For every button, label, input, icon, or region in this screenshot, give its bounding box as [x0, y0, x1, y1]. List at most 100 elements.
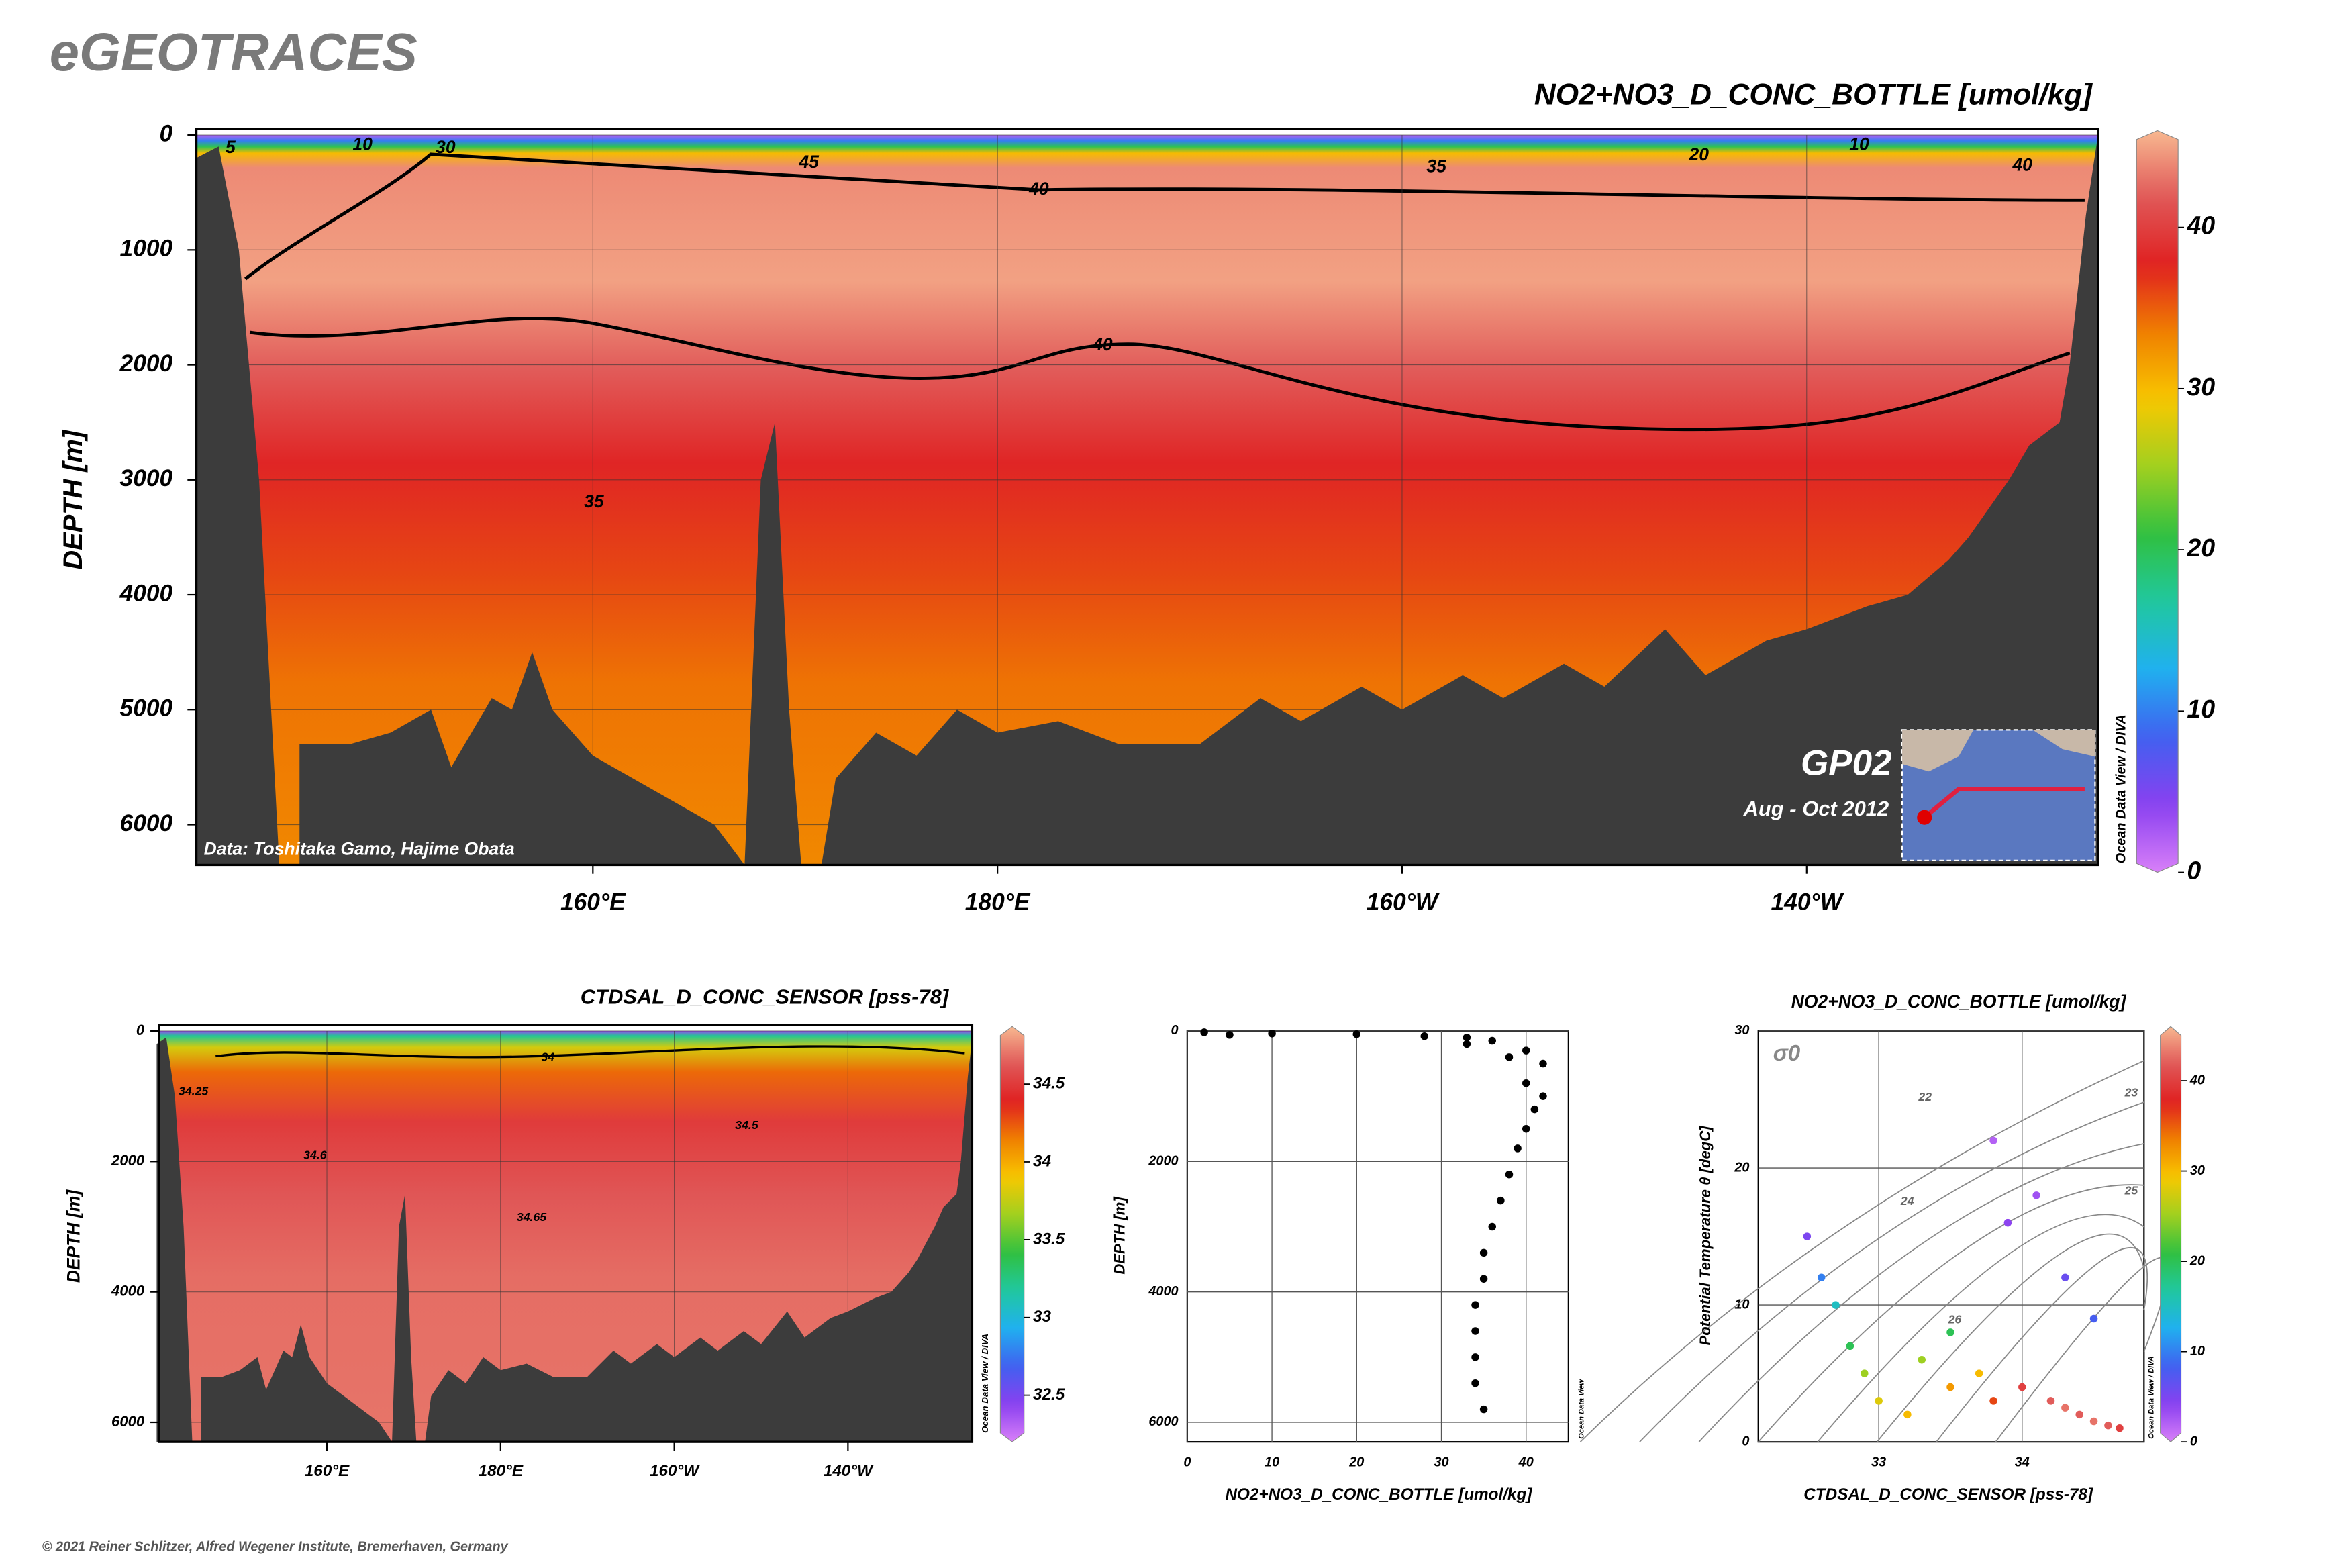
contour-label: 40 [1028, 179, 1049, 199]
watermark: Ocean Data View / DIVA [2114, 714, 2128, 863]
copyright: © 2021 Reiner Schlitzer, Alfred Wegener … [42, 1539, 509, 1554]
chart-title: NO2+NO3_D_CONC_BOTTLE [umol/kg] [1534, 78, 2093, 111]
data-point [2018, 1383, 2026, 1391]
contour-label: 30 [436, 137, 456, 157]
isopycnal [1936, 1246, 2148, 1442]
chart-title: CTDSAL_D_CONC_SENSOR [pss-78] [581, 985, 950, 1009]
y-tick-label: 0 [1171, 1023, 1179, 1038]
x-tick-label: 180°E [965, 889, 1031, 915]
inset-title: GP02 [1801, 743, 1892, 783]
data-point [2046, 1397, 2055, 1405]
data-point [1946, 1328, 1954, 1336]
data-point [1817, 1273, 1826, 1282]
data-point [1420, 1032, 1429, 1040]
y-tick-label: 0 [1742, 1434, 1749, 1449]
data-point [1268, 1030, 1276, 1038]
data-point [1539, 1059, 1547, 1068]
data-point [1479, 1405, 1488, 1414]
x-tick-label: 10 [1265, 1455, 1279, 1469]
x-axis-label: CTDSAL_D_CONC_SENSOR [pss-78] [1803, 1485, 2093, 1504]
data-point [1471, 1353, 1479, 1361]
y-axis-label: DEPTH [m] [58, 429, 88, 569]
x-tick-label: 33 [1871, 1455, 1886, 1469]
plot-frame [158, 1024, 974, 1443]
data-point [1522, 1079, 1530, 1087]
watermark: Ocean Data View / DIVA [980, 1334, 990, 1433]
colorbar [2160, 1026, 2182, 1442]
colorbar-tick-label: 20 [2186, 534, 2215, 562]
x-tick-label: 30 [1434, 1455, 1448, 1469]
x-tick-label: 0 [1183, 1455, 1191, 1469]
data-point [1875, 1397, 1883, 1405]
isopycnal [1817, 1214, 2144, 1442]
y-tick-label: 6000 [1148, 1414, 1178, 1429]
data-point [1946, 1383, 1954, 1391]
data-point [1488, 1036, 1496, 1045]
data-point [1975, 1369, 1983, 1377]
y-tick-label: 2000 [111, 1152, 145, 1169]
plot-frame [1186, 1030, 1569, 1443]
isopycnal-label: 22 [1918, 1090, 1932, 1104]
x-tick-label: 180°E [479, 1462, 524, 1480]
colorbar-tick-label: 10 [2190, 1344, 2205, 1359]
data-point [2075, 1410, 2083, 1419]
colorbar-tick-label: 0 [2187, 856, 2201, 884]
data-point [1989, 1397, 1997, 1405]
y-tick-label: 20 [1734, 1160, 1749, 1175]
colorbar-tick-label: 34 [1033, 1152, 1052, 1170]
data-point [2003, 1218, 2012, 1227]
inset-start [1917, 810, 1932, 825]
x-tick-label: 140°W [824, 1462, 874, 1480]
isopycnal [1758, 1184, 2144, 1442]
plot-frame [195, 128, 2099, 867]
x-axis-label: NO2+NO3_D_CONC_BOTTLE [umol/kg] [1225, 1485, 1532, 1504]
colorbar-tick-label: 30 [2187, 373, 2215, 401]
y-tick-label: 1000 [120, 236, 173, 262]
colorbar-tick-label: 32.5 [1033, 1385, 1065, 1404]
contour-line [244, 152, 2085, 281]
bathymetry [156, 1030, 973, 1442]
contour-line [249, 317, 2071, 432]
data-point [2089, 1314, 2098, 1323]
y-axis-label: Potential Temperature θ [degC] [1697, 1126, 1714, 1346]
y-tick-label: 6000 [111, 1413, 145, 1430]
isopycnal-label: 24 [1900, 1194, 1914, 1208]
data-point [2116, 1424, 2124, 1432]
x-tick-label: 40 [1518, 1455, 1534, 1469]
y-axis-label: DEPTH [m] [63, 1189, 83, 1283]
x-tick-label: 160°W [650, 1462, 700, 1480]
isopycnal-label: 26 [1948, 1313, 1962, 1326]
data-point [1479, 1275, 1488, 1283]
data-point [2089, 1417, 2098, 1426]
data-point [1522, 1124, 1530, 1133]
isopycnal-label: 23 [2124, 1085, 2138, 1099]
x-tick-label: 140°W [1771, 889, 1844, 915]
credit: Data: Toshitaka Gamo, Hajime Obata [204, 838, 515, 859]
data-point [1471, 1327, 1479, 1335]
x-tick-label: 34 [2015, 1455, 2030, 1469]
data-point [1918, 1355, 1926, 1364]
y-tick-label: 4000 [1148, 1284, 1178, 1299]
contour-label: 34.65 [517, 1210, 547, 1224]
contour-label: 10 [1849, 134, 1869, 154]
data-point [1471, 1301, 1479, 1309]
bathymetry [196, 135, 2098, 865]
data-point [1989, 1136, 1997, 1144]
data-point [1497, 1196, 1505, 1205]
colorbar [999, 1026, 1025, 1442]
data-point [1522, 1046, 1530, 1055]
data-point [1463, 1040, 1471, 1048]
watermark: Ocean Data View / DIVA [2147, 1356, 2155, 1438]
plot-frame [1757, 1030, 2145, 1443]
contour-label: 20 [1689, 144, 1710, 164]
colorbar-tick-label: 33 [1033, 1308, 1052, 1326]
colorbar [2136, 130, 2179, 873]
isopycnal [1639, 1101, 2144, 1442]
y-tick-label: 3000 [120, 465, 173, 491]
data-point [2061, 1404, 2069, 1412]
data-point [2032, 1191, 2040, 1199]
isopycnal [1876, 1233, 2145, 1442]
watermark: Ocean Data View [1578, 1379, 1586, 1439]
contour-label: 34.5 [735, 1118, 759, 1132]
